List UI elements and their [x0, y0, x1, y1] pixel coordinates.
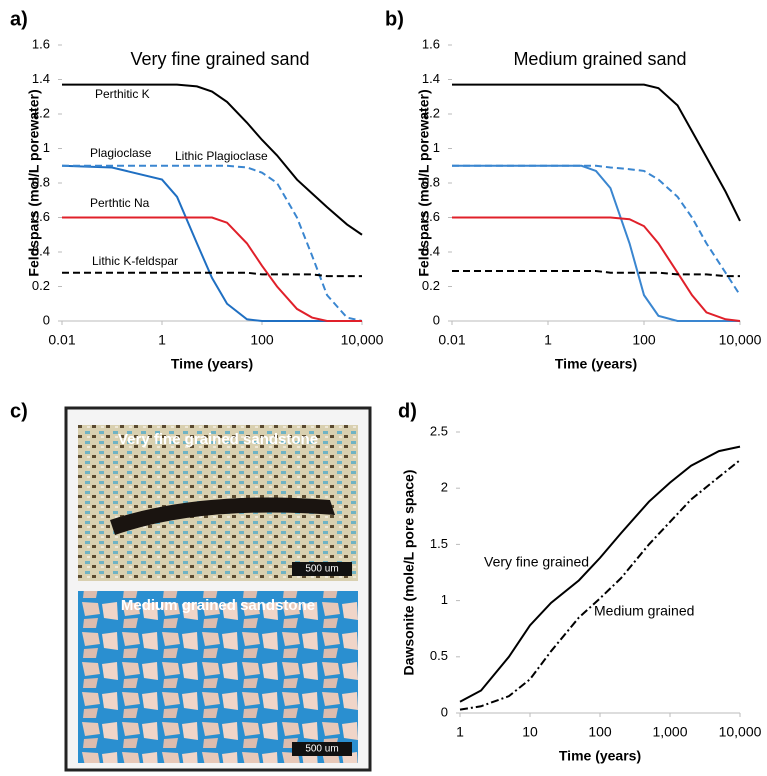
y-axis-title: Feldspars (mol/L porewater) [26, 89, 42, 276]
series-line [459, 445, 741, 703]
y-tick-label: 1 [433, 140, 440, 155]
series-label: Medium grained [594, 603, 694, 619]
series-label: Lithic Plagioclase [175, 149, 268, 163]
series-line [62, 164, 363, 322]
y-tick-label: 0.2 [422, 278, 440, 293]
scale-bar [292, 562, 352, 576]
y-tick-label: 1 [43, 140, 50, 155]
y-tick-label: 1.2 [32, 105, 50, 120]
photo-caption: Medium grained sandstone [121, 597, 315, 614]
photo-panel: Very fine grained sandstone Medium grain… [64, 406, 372, 772]
y-tick-label: 0.6 [32, 209, 50, 224]
x-tick-label: 100 [588, 724, 612, 740]
y-tick-label: 0 [43, 312, 50, 327]
y-tick-label: 2.5 [430, 423, 448, 438]
y-tick-label: 1.5 [430, 536, 448, 551]
x-tick-label: 10,000 [341, 332, 384, 348]
y-tick-label: 1 [441, 592, 448, 607]
x-tick-label: 1 [544, 332, 552, 348]
y-tick-label: 0.5 [430, 648, 448, 663]
x-tick-label: 0.01 [438, 332, 465, 348]
y-tick-label: 1.4 [32, 71, 50, 86]
y-tick-label: 0 [441, 704, 448, 719]
scale-bar [292, 742, 352, 756]
y-tick-label: 0.8 [32, 174, 50, 189]
series-line [459, 459, 741, 711]
series-label: Perthtic Na [90, 196, 150, 210]
series-line [61, 164, 362, 322]
y-tick-label: 0 [433, 312, 440, 327]
y-tick-label: 0.4 [32, 243, 50, 258]
x-tick-label: 100 [250, 332, 274, 348]
x-axis-title: Time (years) [559, 748, 641, 764]
series-line [452, 216, 741, 322]
series-label: Plagioclase [90, 146, 152, 160]
photo [78, 591, 358, 763]
scale-bar-label: 500 um [305, 564, 338, 575]
y-tick-label: 2 [441, 480, 448, 495]
panel-label: b) [385, 8, 404, 30]
scale-bar-label: 500 um [305, 744, 338, 755]
series-line [452, 164, 741, 296]
series-line [62, 83, 363, 236]
chart-title: Medium grained sand [513, 49, 686, 69]
x-axis-title: Time (years) [171, 356, 253, 372]
x-tick-label: 1,000 [652, 724, 687, 740]
photo-grain [110, 497, 335, 535]
y-axis-title: Feldspars (mol/L porewater) [416, 89, 432, 276]
panel-label: d) [398, 400, 417, 422]
x-tick-label: 100 [632, 332, 656, 348]
series-label: Perthitic K [95, 87, 150, 101]
chart-title: Very fine grained sand [130, 49, 309, 69]
series-line [452, 164, 740, 322]
y-tick-label: 1.6 [32, 36, 50, 51]
y-tick-label: 0.8 [422, 174, 440, 189]
panel-label: a) [10, 8, 28, 30]
x-tick-label: 1 [456, 724, 464, 740]
series-line [452, 269, 740, 278]
x-axis-title: Time (years) [555, 356, 637, 372]
y-tick-label: 0.4 [422, 243, 440, 258]
y-tick-label: 0.6 [422, 209, 440, 224]
x-tick-label: 1 [158, 332, 166, 348]
series-line [62, 271, 362, 278]
y-tick-label: 1.4 [422, 71, 440, 86]
x-tick-label: 10,000 [719, 332, 762, 348]
y-tick-label: 1.6 [422, 36, 440, 51]
y-tick-label: 0.2 [32, 278, 50, 293]
y-tick-label: 1.2 [422, 105, 440, 120]
photo-caption: Very fine grained sandstone [118, 431, 318, 448]
x-tick-label: 10,000 [719, 724, 762, 740]
x-tick-label: 0.01 [48, 332, 75, 348]
panel-label: c) [10, 400, 28, 422]
y-axis-title: Dawsonite (mole/L pore space) [401, 470, 417, 676]
series-label: Lithic K-feldspar [92, 254, 178, 268]
series-label: Very fine grained [484, 554, 589, 570]
series-line [62, 216, 362, 322]
x-tick-label: 10 [522, 724, 538, 740]
series-line [452, 83, 741, 222]
